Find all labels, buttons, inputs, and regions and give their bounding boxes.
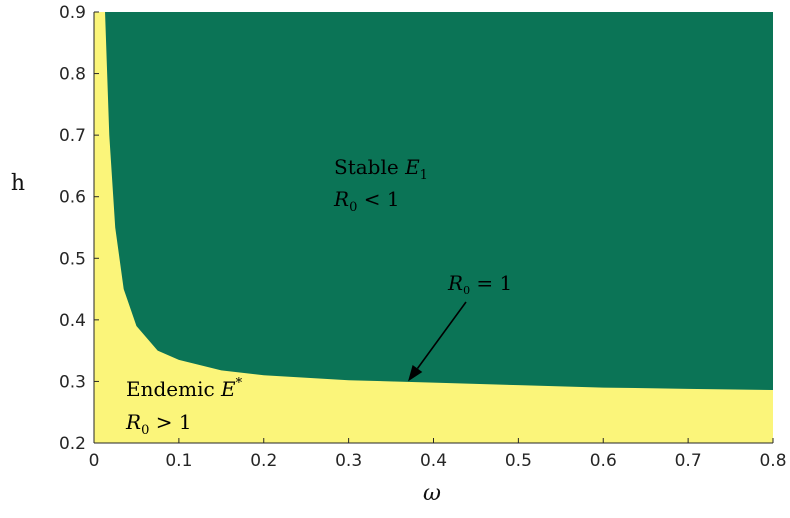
x-tick-label: 0.1: [165, 451, 192, 471]
endemic-label-line2: R0 > 1: [125, 410, 192, 438]
x-tick-label: 0.7: [675, 451, 702, 471]
x-axis-ticks: 0 0.1 0.2 0.3 0.4 0.5 0.6 0.7 0.8: [89, 438, 787, 471]
y-tick-label: 0.5: [59, 249, 86, 269]
x-tick-label: 0.3: [335, 451, 362, 471]
annotation-arrow-head: [408, 364, 423, 382]
x-tick-label: 0.2: [250, 451, 277, 471]
x-tick-label: 0.5: [505, 451, 532, 471]
stable-region: [105, 12, 773, 391]
y-tick-label: 0.3: [59, 372, 86, 392]
y-tick-label: 0.7: [59, 126, 86, 146]
boundary-annotation: R0 = 1: [408, 271, 512, 382]
x-tick-label: 0.8: [759, 451, 786, 471]
x-tick-label: 0.4: [420, 451, 447, 471]
annotation-arrow-line: [416, 301, 467, 369]
stable-region-label: Stable E1 R0 < 1: [333, 155, 428, 215]
y-tick-label: 0.8: [59, 65, 86, 85]
endemic-region-label: Endemic E* R0 > 1: [125, 376, 243, 438]
y-axis-label: h: [11, 171, 25, 196]
y-tick-label: 0.2: [59, 434, 86, 454]
endemic-label-line1: Endemic E*: [126, 376, 243, 401]
x-tick-label: 0.6: [590, 451, 617, 471]
x-tick-label: 0: [89, 451, 100, 471]
y-axis-ticks: 0.2 0.3 0.4 0.5 0.6 0.7 0.8 0.9: [59, 3, 99, 454]
y-tick-label: 0.9: [59, 3, 86, 23]
x-axis-label: ω: [423, 481, 441, 506]
y-tick-label: 0.6: [59, 188, 86, 208]
stable-label-line2: R0 < 1: [333, 187, 400, 215]
y-tick-label: 0.4: [59, 311, 86, 331]
boundary-annotation-label: R0 = 1: [447, 271, 512, 297]
stable-label-line1: Stable E1: [334, 155, 428, 183]
